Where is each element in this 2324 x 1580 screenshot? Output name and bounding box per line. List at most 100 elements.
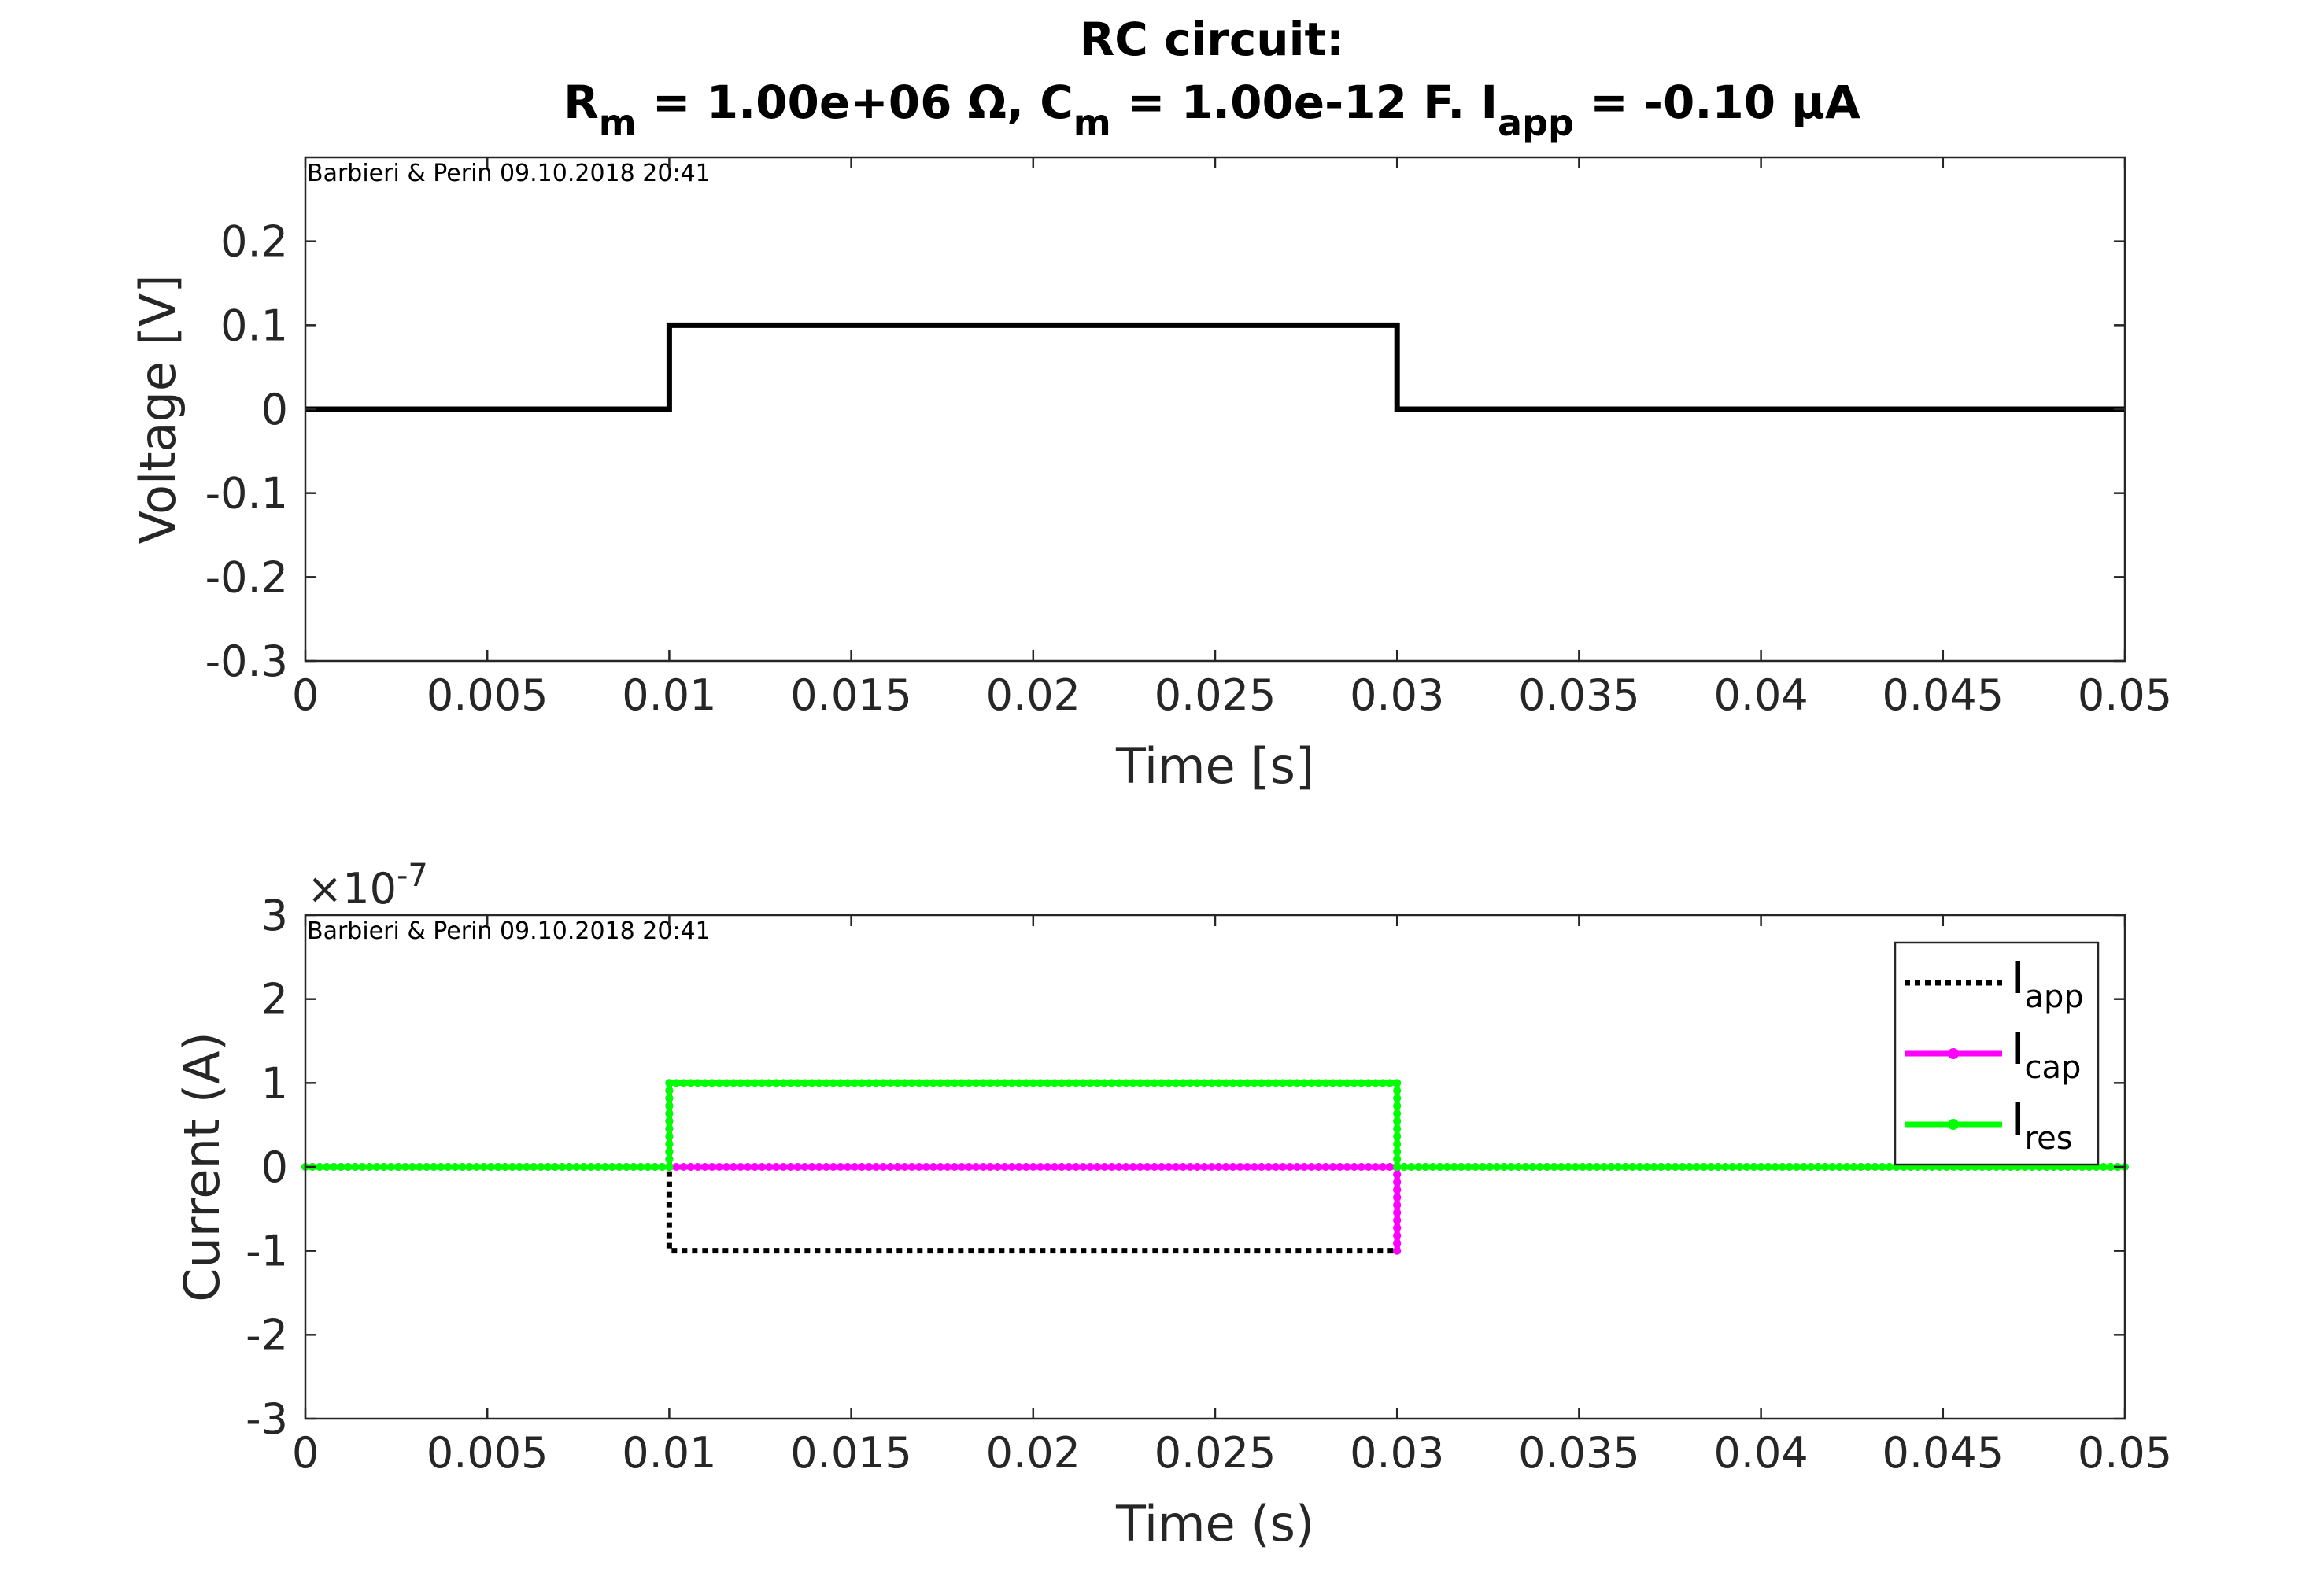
current-x-tick-label: 0.05 [2078,1428,2172,1478]
current-series-res-marker [1428,1163,1437,1171]
current-series-res-marker [1785,1163,1794,1171]
current-series-res-marker [800,1079,809,1087]
current-series-res-marker [1243,1079,1251,1087]
current-series-res-marker [665,1087,674,1095]
current-series-res-marker [1343,1079,1351,1087]
current-series-cap-marker [1214,1163,1223,1171]
current-series-cap-marker [1043,1163,1051,1171]
current-series-cap-marker [1307,1163,1316,1171]
current-series-res-marker [1328,1079,1337,1087]
current-series-cap-marker [758,1163,767,1171]
current-series-res-marker [1179,1079,1188,1087]
current-series-res-marker [665,1163,674,1171]
current-series-res-marker [472,1163,481,1171]
current-series-res-marker [458,1163,467,1171]
current-series-cap-marker [837,1163,844,1171]
current-series-res-marker [1842,1163,1851,1171]
current-plot-stamp: Barbieri & Perin 09.10.2018 20:41 [307,917,711,945]
current-series-res-marker [1557,1163,1565,1171]
current-series-cap-marker [1022,1163,1030,1171]
voltage-y-axis-label: Voltage [V] [129,274,187,544]
current-series-cap-marker [1336,1163,1344,1171]
current-series-res-marker [1493,1163,1502,1171]
current-series-res-marker [593,1163,602,1171]
current-series-res-marker [1814,1163,1823,1171]
current-series-res-marker [1735,1163,1744,1171]
current-series-cap-marker [1079,1163,1088,1171]
voltage-x-tick-label: 0.04 [1713,670,1808,720]
current-series-cap-marker [679,1163,688,1171]
current-series-cap-marker [715,1163,723,1171]
current-series-cap-marker [1158,1163,1166,1171]
current-series-cap-marker [1250,1163,1258,1171]
current-series-res-marker [1265,1079,1273,1087]
current-series-res-marker [1250,1079,1258,1087]
current-series-res-marker [644,1163,652,1171]
current-series-res-marker [544,1163,552,1171]
current-series-res-marker [1300,1079,1309,1087]
current-series-cap-marker [793,1163,802,1171]
voltage-x-tick-label: 0.035 [1518,670,1640,720]
current-series-cap-marker [1350,1163,1358,1171]
current-series-res-marker [1121,1079,1130,1087]
current-series-res-marker [351,1163,360,1171]
current-series-cap-marker [1179,1163,1188,1171]
current-series-res-marker [537,1163,545,1171]
title-c-symbol: C [1040,76,1073,129]
current-series-res-marker [365,1163,374,1171]
current-series-res-marker [1393,1139,1402,1148]
current-series-res-marker [1671,1163,1679,1171]
current-series-cap-marker [1372,1163,1380,1171]
current-series-res-marker [1443,1163,1451,1171]
current-series-cap-marker [1165,1163,1173,1171]
current-series-res-marker [558,1163,567,1171]
current-series-cap-marker [730,1163,737,1171]
current-series-cap-marker [922,1163,930,1171]
current-series-cap-marker [1279,1163,1288,1171]
current-series-res-marker [929,1079,937,1087]
current-series-res-marker [1521,1163,1530,1171]
current-y-tick-label: 1 [261,1058,288,1108]
current-series-cap-marker [737,1163,745,1171]
current-series-res-marker [844,1079,852,1087]
current-series-res-marker [1707,1163,1716,1171]
current-series-res-marker [1628,1163,1637,1171]
current-series-cap-marker [865,1163,874,1171]
current-series-res-marker [1293,1079,1302,1087]
current-series-res-marker [1072,1079,1081,1087]
current-series-cap-marker [1393,1193,1402,1202]
current-series-res-marker [1678,1163,1687,1171]
current-series-res-marker [1721,1163,1730,1171]
current-series-res-marker [1321,1079,1330,1087]
current-series-res-marker [501,1163,509,1171]
current-series-cap-marker [1393,1224,1402,1232]
current-series-cap-marker [1200,1163,1209,1171]
current-series-cap-marker [893,1163,902,1171]
current-series-res-marker [651,1163,660,1171]
current-series-cap-marker [1072,1163,1081,1171]
current-series-cap-marker [872,1163,881,1171]
current-series-cap-marker [786,1163,795,1171]
current-series-cap-marker [672,1163,681,1171]
current-series-cap-marker [944,1163,951,1171]
current-series-res-marker [1714,1163,1723,1171]
current-series-res-marker [579,1163,588,1171]
current-series-res-marker [665,1132,674,1141]
current-series-res-marker [2099,1163,2108,1171]
current-series-res-marker [1336,1079,1344,1087]
current-series-cap-marker [822,1163,830,1171]
current-series-res-marker [979,1079,988,1087]
current-series-res-marker [437,1163,445,1171]
title-i-value: = -0.10 μA [1574,76,1860,129]
voltage-y-tick-label: 0.2 [220,217,288,267]
current-series-res-marker [1393,1155,1402,1164]
current-series-res-marker [1471,1163,1480,1171]
current-series-res-marker [1207,1079,1216,1087]
current-series-res-marker [1749,1163,1758,1171]
current-x-tick-label: 0.035 [1518,1428,1640,1478]
current-series-cap-marker [1114,1163,1123,1171]
current-series-res-marker [1564,1163,1572,1171]
current-series-res-marker [1464,1163,1472,1171]
current-legend: Iapp Icap Ires [1894,941,2100,1166]
